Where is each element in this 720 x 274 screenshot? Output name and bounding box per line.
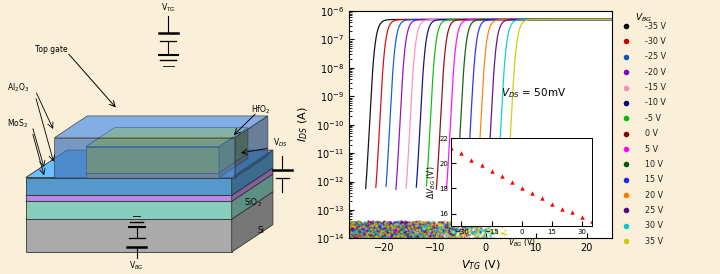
Polygon shape xyxy=(219,127,248,173)
Polygon shape xyxy=(26,150,273,178)
Text: -10 V: -10 V xyxy=(645,98,666,107)
X-axis label: $V_{BG}$ (V): $V_{BG}$ (V) xyxy=(508,236,536,249)
Text: Al$_2$O$_3$: Al$_2$O$_3$ xyxy=(6,81,29,94)
Text: 35 V: 35 V xyxy=(645,237,663,246)
Text: -35 V: -35 V xyxy=(645,22,666,31)
Text: 20 V: 20 V xyxy=(645,191,663,200)
Polygon shape xyxy=(86,147,219,173)
Polygon shape xyxy=(26,201,232,219)
Text: 5 V: 5 V xyxy=(645,144,658,153)
Text: -30 V: -30 V xyxy=(645,37,666,46)
Text: SiO$_2$: SiO$_2$ xyxy=(244,196,262,209)
X-axis label: $V_{TG}$ (V): $V_{TG}$ (V) xyxy=(461,259,500,272)
Text: Top gate: Top gate xyxy=(35,45,68,54)
Text: 10 V: 10 V xyxy=(645,160,663,169)
Polygon shape xyxy=(54,138,235,178)
Text: $V_{BG}$: $V_{BG}$ xyxy=(635,12,652,24)
Polygon shape xyxy=(54,116,268,138)
Text: -5 V: -5 V xyxy=(645,114,661,123)
Text: 30 V: 30 V xyxy=(645,221,663,230)
Polygon shape xyxy=(232,168,273,201)
Polygon shape xyxy=(26,219,232,252)
Polygon shape xyxy=(235,116,268,178)
Text: V$_{BG}$: V$_{BG}$ xyxy=(129,259,144,272)
Polygon shape xyxy=(26,195,232,201)
Polygon shape xyxy=(86,153,248,173)
Text: V$_{TG}$: V$_{TG}$ xyxy=(161,2,176,15)
Text: HfO$_2$: HfO$_2$ xyxy=(251,103,270,116)
Text: -15 V: -15 V xyxy=(645,83,666,92)
Polygon shape xyxy=(219,153,248,178)
Text: $V_{DS}$ = 50mV: $V_{DS}$ = 50mV xyxy=(501,86,566,100)
Text: V$_{DS}$: V$_{DS}$ xyxy=(273,136,287,149)
Text: 0 V: 0 V xyxy=(645,129,658,138)
Y-axis label: $I_{DS}$ (A): $I_{DS}$ (A) xyxy=(297,107,310,142)
Text: Si: Si xyxy=(257,226,264,235)
Polygon shape xyxy=(26,192,273,219)
Polygon shape xyxy=(232,192,273,252)
Polygon shape xyxy=(86,173,219,178)
Text: MoS$_2$: MoS$_2$ xyxy=(6,117,28,130)
Text: -20 V: -20 V xyxy=(645,68,666,77)
Polygon shape xyxy=(26,168,273,195)
Polygon shape xyxy=(26,178,232,195)
Polygon shape xyxy=(232,174,273,219)
Text: 25 V: 25 V xyxy=(645,206,663,215)
Text: 15 V: 15 V xyxy=(645,175,663,184)
Polygon shape xyxy=(86,127,248,147)
Polygon shape xyxy=(26,174,273,201)
Polygon shape xyxy=(232,150,273,195)
Y-axis label: $\Delta V_{BG}$ (V): $\Delta V_{BG}$ (V) xyxy=(426,165,438,199)
Text: -25 V: -25 V xyxy=(645,52,666,61)
